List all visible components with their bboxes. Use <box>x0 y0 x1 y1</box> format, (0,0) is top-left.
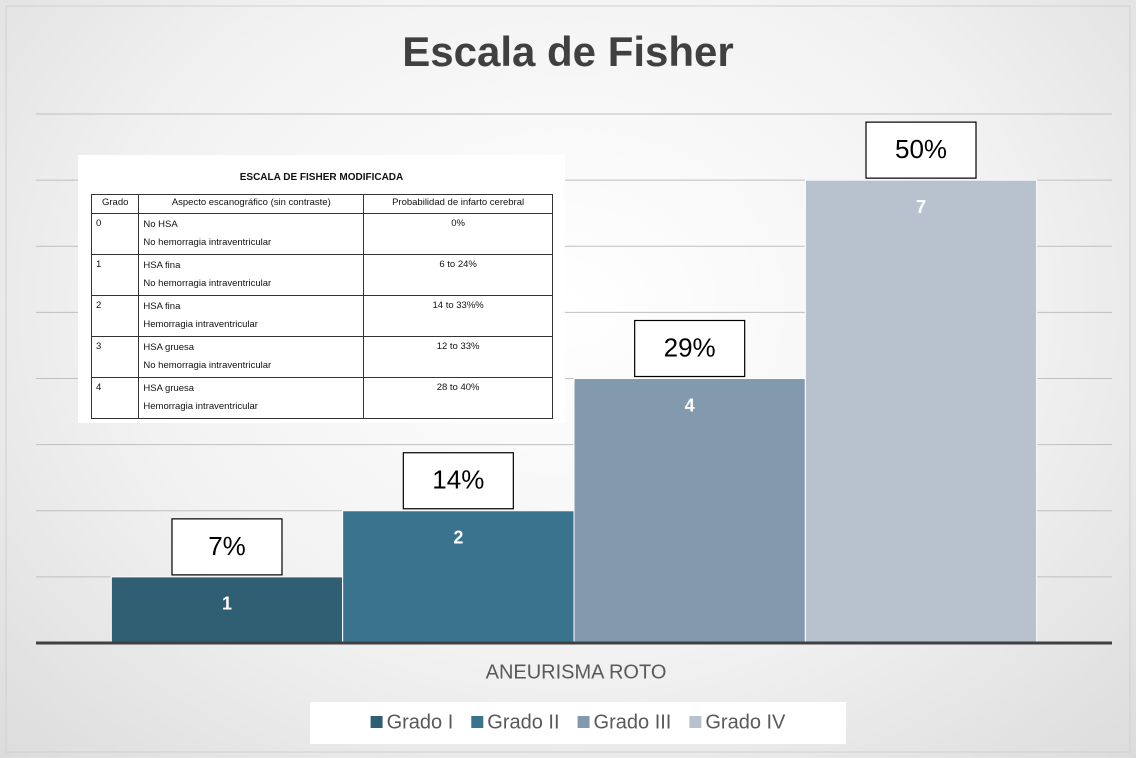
data-label: 2 <box>453 528 463 548</box>
inset-table: ESCALA DE FISHER MODIFICADA Grado Aspecto… <box>78 155 565 423</box>
table-cell: 3 <box>90 336 140 378</box>
legend-marker <box>577 716 590 728</box>
cell-line: No hemorragia intraventricular <box>143 237 272 248</box>
table-row: 3 HSA gruesa No hemorragia intraventricula… <box>90 336 553 378</box>
table-cell: 12 to 33% <box>363 336 553 378</box>
table-row: 0 No HSA No hemorragia intraventricular 0% <box>90 213 553 255</box>
table-cell: 4 <box>90 377 140 419</box>
cell-line: Hemorragia intraventricular <box>143 319 258 330</box>
table-cell: No HSA No hemorragia intraventricular <box>138 213 365 255</box>
cell-line: No hemorragia intraventricular <box>143 360 272 371</box>
data-label: 7 <box>916 197 926 217</box>
annotation-box <box>171 518 283 576</box>
table-cell: HSA fina Hemorragia intraventricular <box>138 295 365 337</box>
cell-line: HSA gruesa <box>143 383 195 394</box>
bar <box>110 576 344 644</box>
legend-label: Grado II <box>487 711 559 733</box>
table-title: ESCALA DE FISHER MODIFICADA <box>239 172 404 183</box>
table-row: 2 HSA fina Hemorragia intraventricular 14 t… <box>90 295 553 337</box>
annotation: 14% <box>432 465 484 495</box>
table-row: 4 HSA gruesa Hemorragia intraventricular 28… <box>90 377 553 419</box>
cell-line: HSA gruesa <box>143 342 195 353</box>
x-axis-label: ANEURISMA ROTO <box>486 661 667 683</box>
table-cell: HSA fina No hemorragia intraventricular <box>138 254 365 296</box>
table-cell: 14 to 33%% <box>363 295 553 337</box>
bar <box>804 179 1038 644</box>
legend-marker <box>370 716 383 728</box>
annotation-box <box>634 319 746 378</box>
cell-line: No hemorragia intraventricular <box>143 278 272 289</box>
legend-label: Grado I <box>387 711 454 733</box>
table-cell: 0 <box>90 213 140 255</box>
data-label: 4 <box>685 395 695 415</box>
annotation-box <box>865 121 977 179</box>
cell-line: HSA fina <box>143 301 181 312</box>
table-header: Probabilidad de infarto cerebral <box>363 194 553 214</box>
table-cell: HSA gruesa Hemorragia intraventricular <box>138 377 365 419</box>
table-cell: 2 <box>90 295 140 337</box>
chart-frame <box>5 5 1131 753</box>
cell-line: No HSA <box>143 219 178 230</box>
table-cell: 28 to 40% <box>363 377 553 419</box>
table: Grado Aspecto escanográfico (sin contrast… <box>90 194 553 419</box>
table-cell: 6 to 24% <box>363 254 553 296</box>
annotation: 50% <box>895 134 947 164</box>
legend-marker <box>689 716 702 728</box>
chart-title: Escala de Fisher <box>402 28 734 75</box>
table-row: 1 HSA fina No hemorragia intraventricular 6… <box>90 254 553 296</box>
table-cell: 1 <box>90 254 140 296</box>
annotation-box <box>402 452 514 510</box>
table-header: Grado <box>90 194 140 214</box>
data-label: 1 <box>222 594 232 614</box>
legend-label: Grado IV <box>705 711 786 733</box>
cell-line: Hemorragia intraventricular <box>143 401 258 412</box>
bar <box>342 510 575 644</box>
annotation: 7% <box>208 531 246 561</box>
annotation: 29% <box>664 332 716 362</box>
table-cell: HSA gruesa No hemorragia intraventricular <box>138 336 365 378</box>
table-header: Aspecto escanográfico (sin contraste) <box>138 194 365 214</box>
bar <box>573 378 806 644</box>
legend-marker <box>471 716 484 728</box>
legend-label: Grado III <box>594 711 672 733</box>
cell-line: HSA fina <box>143 260 181 271</box>
table-cell: 0% <box>363 213 553 255</box>
